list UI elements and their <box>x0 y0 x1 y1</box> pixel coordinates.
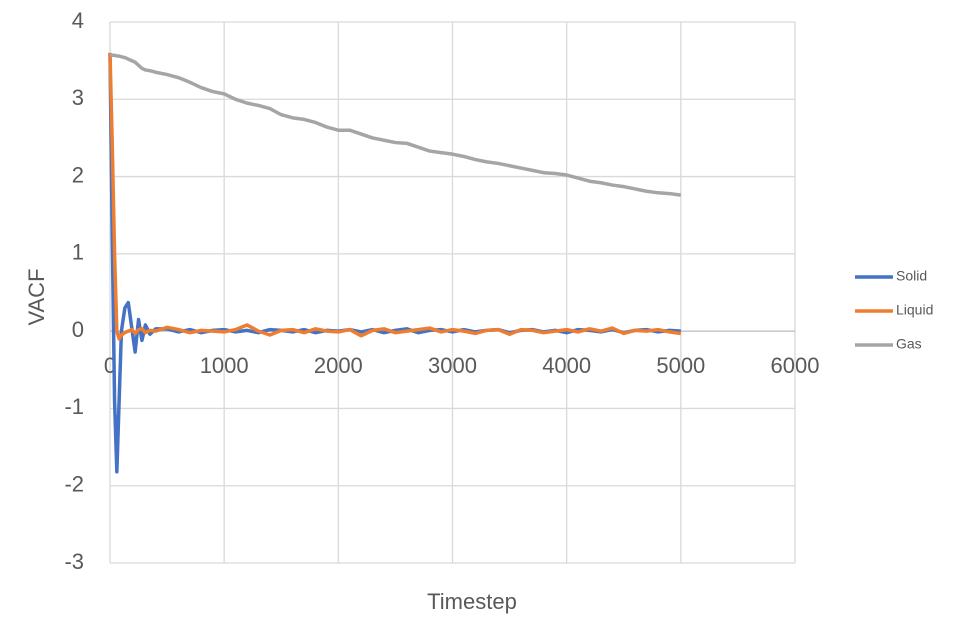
y-tick-label: -3 <box>64 549 84 574</box>
y-tick-label: 1 <box>72 240 84 265</box>
series-line <box>109 52 682 197</box>
legend-label: Solid <box>896 268 927 284</box>
x-tick-label: 6000 <box>771 353 820 378</box>
y-tick-label: 4 <box>72 8 84 33</box>
y-tick-label: 2 <box>72 162 84 187</box>
x-axis-title: Timestep <box>427 589 517 614</box>
x-tick-label: 4000 <box>542 353 591 378</box>
x-tick-label: 3000 <box>428 353 477 378</box>
y-tick-label: 0 <box>72 317 84 342</box>
y-tick-label: -1 <box>64 394 84 419</box>
legend-label: Liquid <box>896 302 933 318</box>
y-axis-title: VACF <box>24 268 49 325</box>
x-tick-label: 1000 <box>200 353 249 378</box>
y-tick-label: 3 <box>72 85 84 110</box>
x-tick-label: 5000 <box>656 353 705 378</box>
y-tick-label: -2 <box>64 472 84 497</box>
x-tick-label: 2000 <box>314 353 363 378</box>
legend-label: Gas <box>896 336 922 352</box>
series-line <box>108 52 682 341</box>
